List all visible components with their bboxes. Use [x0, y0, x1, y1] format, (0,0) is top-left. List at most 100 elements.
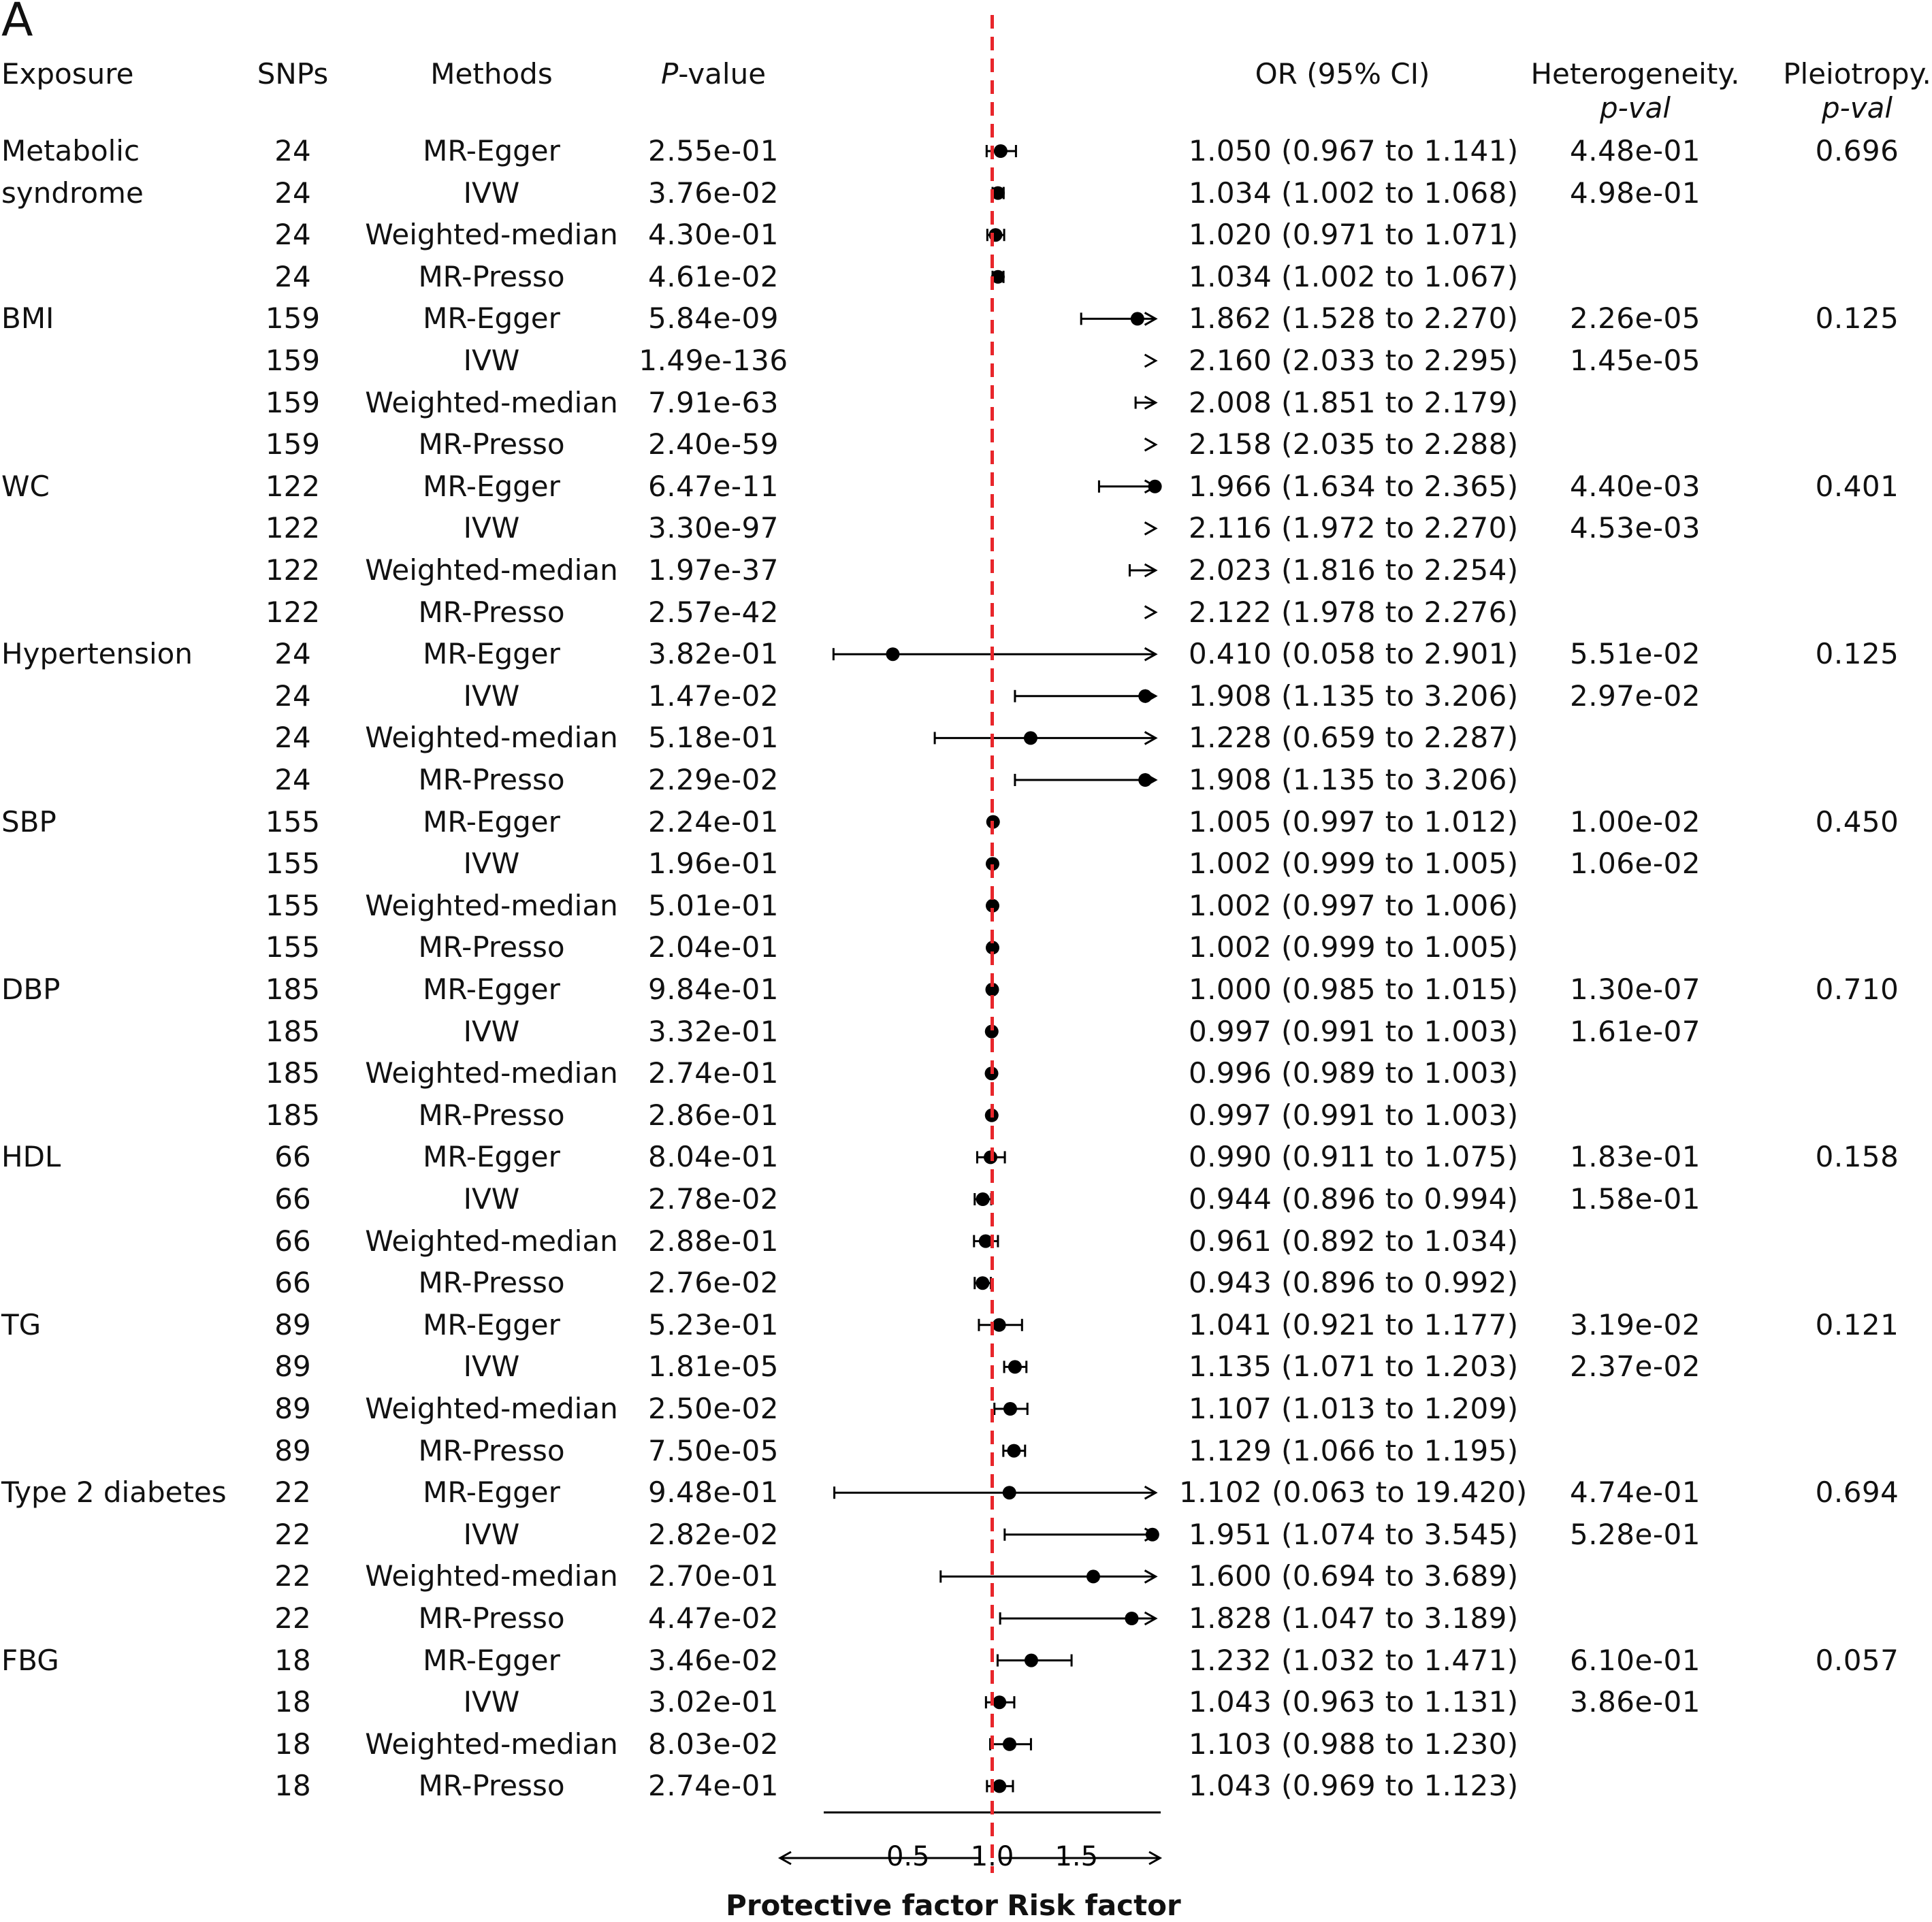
or-ci-cell: 1.050 (0.967 to 1.141) — [1189, 134, 1519, 167]
snps-cell: 18 — [274, 1727, 311, 1761]
pleiotropy-cell: 0.710 — [1815, 973, 1899, 1006]
pvalue-cell: 1.96e-01 — [648, 847, 779, 881]
method-cell: MR-Egger — [423, 637, 560, 671]
snps-cell: 24 — [274, 679, 311, 713]
method-cell: MR-Egger — [423, 804, 560, 838]
point-estimate — [886, 647, 900, 662]
pvalue-cell: 2.70e-01 — [648, 1559, 779, 1593]
or-ci-cell: 0.410 (0.058 to 2.901) — [1189, 637, 1519, 671]
header-snps: SNPs — [257, 57, 329, 91]
method-cell: IVW — [463, 1182, 520, 1216]
point-estimate — [1138, 773, 1153, 787]
or-ci-cell: 0.997 (0.991 to 1.003) — [1189, 1014, 1519, 1048]
pvalue-cell: 3.82e-01 — [648, 637, 779, 671]
snps-cell: 185 — [265, 973, 321, 1006]
header-heterogeneity: Heterogeneity. p-val — [1530, 57, 1739, 126]
point-estimate — [985, 857, 999, 871]
method-cell: Weighted-median — [365, 1224, 618, 1258]
heterogeneity-cell: 1.58e-01 — [1570, 1182, 1701, 1216]
ci-upper-arrow — [1144, 1569, 1158, 1584]
method-cell: Weighted-median — [365, 888, 618, 922]
or-ci-cell: 1.020 (0.971 to 1.071) — [1189, 218, 1519, 252]
snps-cell: 122 — [265, 595, 321, 629]
heterogeneity-cell: 1.61e-07 — [1570, 1014, 1701, 1048]
header-heterogeneity-line1: Heterogeneity. — [1530, 57, 1740, 91]
pvalue-cell: 3.76e-02 — [648, 176, 779, 210]
snps-cell: 185 — [265, 1014, 321, 1048]
pvalue-cell: 3.30e-97 — [648, 511, 779, 545]
pleiotropy-cell: 0.694 — [1815, 1476, 1899, 1510]
pvalue-cell: 2.50e-02 — [648, 1392, 779, 1425]
snps-cell: 24 — [274, 134, 311, 167]
exposure-label: HDL — [1, 1140, 61, 1174]
point-estimate — [976, 1192, 990, 1206]
heterogeneity-cell: 4.98e-01 — [1570, 176, 1701, 210]
exposure-label: syndrome — [1, 176, 144, 210]
heterogeneity-cell: 2.26e-05 — [1570, 302, 1701, 336]
method-cell: MR-Presso — [418, 259, 565, 293]
point-estimate — [1008, 1360, 1022, 1374]
pvalue-cell: 2.55e-01 — [648, 134, 779, 167]
or-ci-cell: 0.990 (0.911 to 1.075) — [1189, 1140, 1519, 1174]
or-ci-cell: 1.908 (1.135 to 3.206) — [1189, 763, 1519, 796]
pvalue-cell: 1.47e-02 — [648, 679, 779, 713]
pvalue-cell: 4.30e-01 — [648, 218, 779, 252]
snps-cell: 122 — [265, 511, 321, 545]
point-estimate — [978, 1234, 993, 1248]
method-cell: IVW — [463, 1350, 520, 1384]
method-cell: IVW — [463, 511, 520, 545]
heterogeneity-cell: 5.51e-02 — [1570, 637, 1701, 671]
or-ci-cell: 1.908 (1.135 to 3.206) — [1189, 679, 1519, 713]
point-estimate — [1125, 1612, 1139, 1625]
point-estimate — [991, 186, 1005, 200]
exposure-label: TG — [1, 1307, 42, 1341]
pleiotropy-cell: 0.401 — [1815, 469, 1899, 503]
heterogeneity-cell: 3.86e-01 — [1570, 1685, 1701, 1719]
header-exposure: Exposure — [1, 57, 134, 91]
ci-upper-arrow — [1144, 521, 1158, 536]
snps-cell: 24 — [274, 763, 311, 796]
method-cell: MR-Presso — [418, 1433, 565, 1467]
exposure-label: Metabolic — [1, 134, 140, 167]
pvalue-cell: 5.18e-01 — [648, 721, 779, 755]
heterogeneity-cell: 2.97e-02 — [1570, 679, 1701, 713]
heterogeneity-cell: 4.48e-01 — [1570, 134, 1701, 167]
point-estimate — [1145, 1527, 1159, 1542]
point-estimate — [991, 270, 1005, 284]
point-estimate — [993, 144, 1008, 158]
or-ci-cell: 1.043 (0.963 to 1.131) — [1189, 1685, 1519, 1719]
pvalue-cell: 4.61e-02 — [648, 259, 779, 293]
risk-arrow-head — [1148, 1851, 1163, 1866]
header-pvalue: P-value — [661, 57, 766, 91]
method-cell: Weighted-median — [365, 721, 618, 755]
snps-cell: 155 — [265, 804, 321, 838]
or-ci-cell: 0.943 (0.896 to 0.992) — [1189, 1266, 1519, 1300]
method-cell: MR-Egger — [423, 302, 560, 336]
exposure-label: DBP — [1, 973, 61, 1006]
point-estimate — [985, 898, 999, 913]
point-estimate — [1002, 1737, 1016, 1751]
or-ci-cell: 1.103 (0.988 to 1.230) — [1189, 1727, 1519, 1761]
or-ci-cell: 0.961 (0.892 to 1.034) — [1189, 1224, 1519, 1258]
method-cell: IVW — [463, 1014, 520, 1048]
snps-cell: 66 — [274, 1266, 311, 1300]
snps-cell: 155 — [265, 888, 321, 922]
panel-label: A — [1, 0, 33, 47]
pvalue-cell: 2.86e-01 — [648, 1098, 779, 1132]
snps-cell: 66 — [274, 1224, 311, 1258]
pvalue-cell: 3.32e-01 — [648, 1014, 779, 1048]
method-cell: IVW — [463, 1517, 520, 1551]
heterogeneity-cell: 5.28e-01 — [1570, 1517, 1701, 1551]
or-ci-cell: 0.997 (0.991 to 1.003) — [1189, 1098, 1519, 1132]
ci-upper-arrow — [1144, 353, 1158, 368]
header-or: OR (95% CI) — [1255, 57, 1430, 91]
heterogeneity-cell: 6.10e-01 — [1570, 1643, 1701, 1677]
or-ci-cell: 2.023 (1.816 to 2.254) — [1189, 553, 1519, 587]
or-ci-cell: 1.107 (1.013 to 1.209) — [1189, 1392, 1519, 1425]
or-ci-cell: 1.129 (1.066 to 1.195) — [1189, 1433, 1519, 1467]
pvalue-cell: 1.97e-37 — [648, 553, 779, 587]
ci-upper-arrow — [1144, 647, 1158, 662]
method-cell: MR-Presso — [418, 1098, 565, 1132]
pleiotropy-cell: 0.125 — [1815, 302, 1899, 336]
pleiotropy-cell: 0.696 — [1815, 134, 1899, 167]
